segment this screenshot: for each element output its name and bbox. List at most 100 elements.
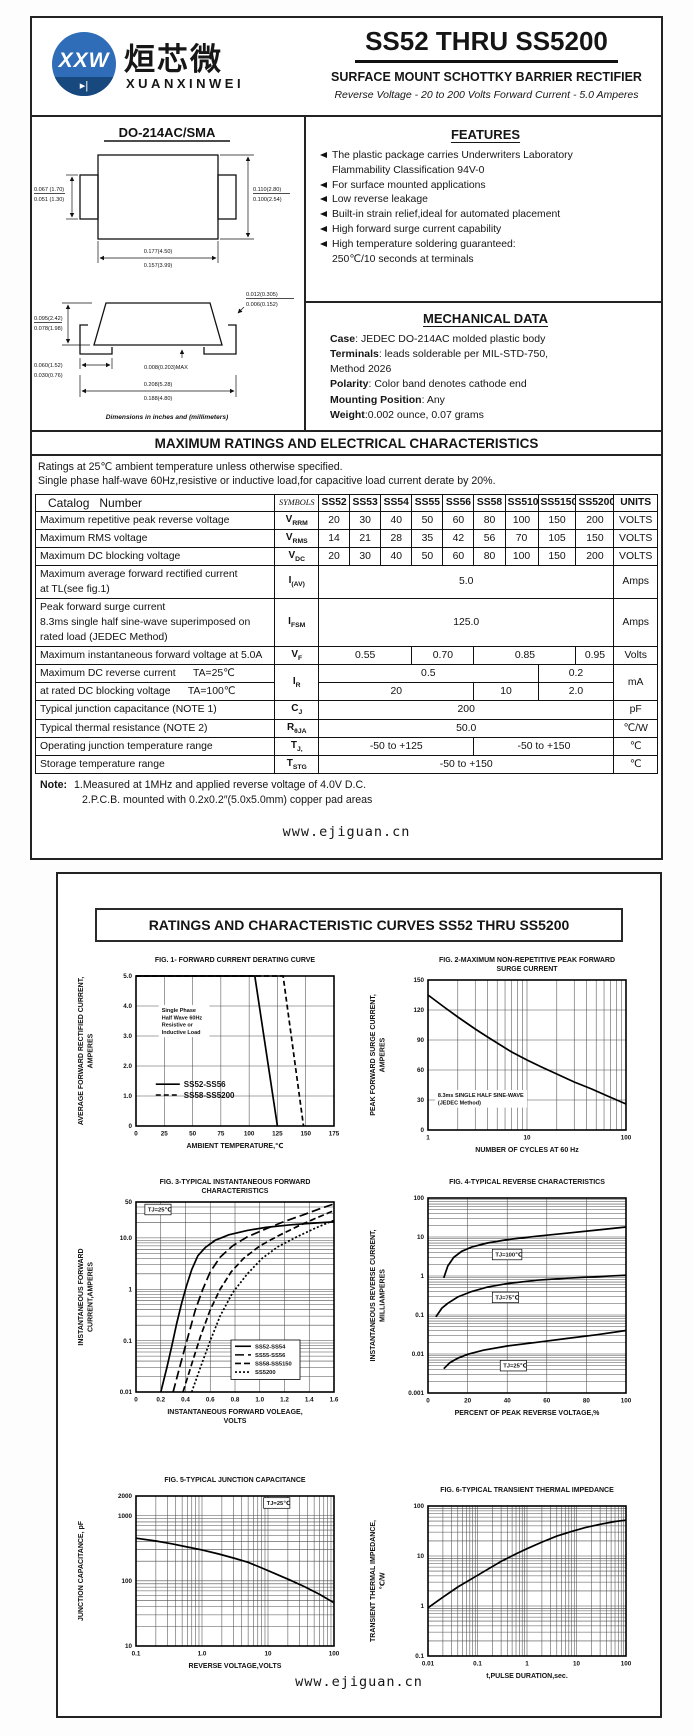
- svg-text:1.4: 1.4: [305, 1397, 314, 1404]
- svg-text:0.1: 0.1: [473, 1661, 482, 1668]
- table-cell: I(AV): [274, 564, 320, 599]
- feature-item: Low reverse leakage: [320, 193, 651, 206]
- svg-text:60: 60: [417, 1067, 425, 1074]
- table-header-cell: SS58: [473, 493, 506, 512]
- svg-text:150: 150: [413, 977, 424, 984]
- table-cell: 10: [473, 682, 539, 702]
- ratings-conditions: Ratings at 25℃ ambient temperature unles…: [32, 456, 661, 494]
- grid-lines: [428, 1198, 626, 1393]
- mechanical-lines: Case: JEDEC DO-214AC molded plastic body…: [320, 333, 651, 422]
- svg-text:30: 30: [417, 1097, 425, 1104]
- svg-text:0: 0: [426, 1398, 430, 1405]
- svg-text:50: 50: [125, 1199, 133, 1206]
- note-line-2: 2.P.C.B. mounted with 0.2x0.2″(5.0x5.0mm…: [82, 793, 373, 806]
- svg-text:3.0: 3.0: [123, 1033, 132, 1040]
- table-cell: VRRM: [274, 510, 320, 530]
- svg-text:0: 0: [134, 1131, 138, 1138]
- table-cell: TSTG: [274, 754, 320, 774]
- svg-text:JUNCTION CAPACITANCE, pF: JUNCTION CAPACITANCE, pF: [78, 1520, 85, 1621]
- svg-text:FIG. 2-MAXIMUM NON-REPETITIVE: FIG. 2-MAXIMUM NON-REPETITIVE PEAK FORWA…: [439, 957, 615, 964]
- plot-border: [135, 1495, 335, 1647]
- series-Cj: [135, 1537, 335, 1604]
- dim-leadw-lower: 0.030(0.76): [34, 373, 63, 379]
- svg-text:0: 0: [134, 1397, 138, 1404]
- table-cell: 50: [411, 546, 444, 566]
- package-top-view: [79, 154, 237, 240]
- datasheet-page-1: XXW ▸| 烜芯微 XUANXINWEI SS52 THRU SS5200 S…: [30, 16, 663, 860]
- page1-header: XXW ▸| 烜芯微 XUANXINWEI SS52 THRU SS5200 S…: [32, 18, 661, 117]
- svg-text:INSTANTANEOUS REVERSE CURRENT,: INSTANTANEOUS REVERSE CURRENT,: [370, 1229, 377, 1361]
- feature-item: The plastic package carries Underwriters…: [320, 149, 651, 162]
- dim-leadt-upper: 0.012(0.305): [246, 292, 278, 298]
- table-cell: Operating junction temperature range: [34, 736, 276, 756]
- svg-text:40: 40: [504, 1398, 512, 1405]
- table-cell: 30: [349, 510, 382, 530]
- mechanical-line: Polarity: Color band denotes cathode end: [330, 378, 527, 391]
- figure-3-instantaneous-forward-characteristics-svg: 0 0.2 0.4 0.6 0.8 1.0 1.2 1.4 1.6 0.01 0.1 1 10.0 50 F…: [78, 1179, 339, 1425]
- right-column: FEATURES The plastic package carries Und…: [306, 117, 661, 430]
- feature-item: Built-in strain relief,ideal for automat…: [320, 208, 651, 221]
- svg-text:2.0: 2.0: [123, 1063, 132, 1070]
- svg-text:SS52-SS56: SS52-SS56: [184, 1080, 226, 1089]
- dim-standoff: 0.008(0.203)MAX: [144, 365, 188, 371]
- page2-footer-url: www.ejiguan.cn: [295, 1674, 423, 1690]
- svg-text:SS58-SS5150: SS58-SS5150: [255, 1362, 292, 1368]
- table-cell: 56: [473, 528, 506, 548]
- table-cell: pF: [613, 700, 658, 720]
- company-logo: XXW ▸| 烜芯微 XUANXINWEI: [52, 30, 302, 110]
- table-cell: CJ: [274, 700, 320, 720]
- svg-text:25: 25: [161, 1131, 169, 1138]
- annotation-box: [144, 1203, 172, 1216]
- table-cell: -50 to +125: [318, 736, 475, 756]
- svg-text:0.1: 0.1: [123, 1338, 132, 1345]
- part-subtitle: SURFACE MOUNT SCHOTTKY BARRIER RECTIFIER: [331, 70, 642, 84]
- table-cell: TJ,: [274, 736, 320, 756]
- legend-box: [230, 1339, 301, 1380]
- table-cell: 60: [442, 510, 475, 530]
- middle-columns: DO-214AC/SMA 0.: [32, 117, 661, 430]
- mechanical-line: Method 2026: [330, 363, 392, 376]
- table-cell: VOLTS: [613, 510, 658, 530]
- svg-text:AMPERES: AMPERES: [88, 1033, 95, 1068]
- svg-text:10.0: 10.0: [120, 1235, 133, 1242]
- table-cell: 125.0: [318, 597, 615, 648]
- feature-text: Low reverse leakage: [332, 194, 428, 206]
- table-cell: 105: [537, 528, 577, 548]
- svg-text:0: 0: [420, 1127, 424, 1134]
- dimension-labels-side: 0.095(2.42) 0.078(1.98) 0.012(0.305) 0.0…: [34, 292, 278, 402]
- logo-circle-text: XXW: [58, 49, 110, 72]
- series-TJ=100℃: [442, 1226, 627, 1279]
- table-header-cell: SS5200: [575, 493, 615, 512]
- ratings-table: Catalog Number SYMBOLS SS52 SS53 SS54 SS55 SS5…: [34, 493, 658, 774]
- feature-text: For surface mounted applications: [332, 179, 486, 191]
- svg-text:1: 1: [420, 1603, 424, 1610]
- table-cell: Peak forward surge current 8.3ms single h…: [34, 597, 276, 648]
- table-cell: 100: [504, 546, 539, 566]
- table-cell: 42: [442, 528, 475, 548]
- annotation-box: [491, 1248, 523, 1261]
- table-header-cell: SS53: [349, 493, 382, 512]
- dimension-lines-top: [34, 154, 290, 263]
- table-cell: VOLTS: [613, 528, 658, 548]
- svg-text:10: 10: [264, 1651, 272, 1658]
- series-SS5200: [190, 1219, 335, 1393]
- svg-text:2000: 2000: [118, 1493, 133, 1500]
- svg-text:FIG. 4-TYPICAL REVERSE CHARACT: FIG. 4-TYPICAL REVERSE CHARACTERISTICS: [449, 1179, 605, 1186]
- svg-text:SS55-SS56: SS55-SS56: [255, 1353, 286, 1359]
- svg-text:60: 60: [543, 1398, 551, 1405]
- arrow-bullet-icon: [320, 181, 327, 188]
- table-cell: 2.0: [537, 682, 615, 702]
- plot-border: [135, 1201, 335, 1393]
- dim-total-upper: 0.208(5.28): [144, 382, 173, 388]
- table-header-cell: SS5150: [537, 493, 577, 512]
- svg-text:75: 75: [217, 1131, 225, 1138]
- mechanical-line: Case: JEDEC DO-214AC molded plastic body: [330, 333, 546, 345]
- series-SS58-SS5150: [182, 1209, 335, 1393]
- features-title: FEATURES: [450, 127, 521, 142]
- dim-leadt-lower: 0.006(0.152): [246, 302, 278, 308]
- svg-text:Inductive Load: Inductive Load: [162, 1030, 201, 1036]
- table-cell: 20: [318, 546, 351, 566]
- series-Zth: [427, 1519, 627, 1609]
- svg-text:150: 150: [300, 1131, 311, 1138]
- plot-border: [135, 975, 335, 1127]
